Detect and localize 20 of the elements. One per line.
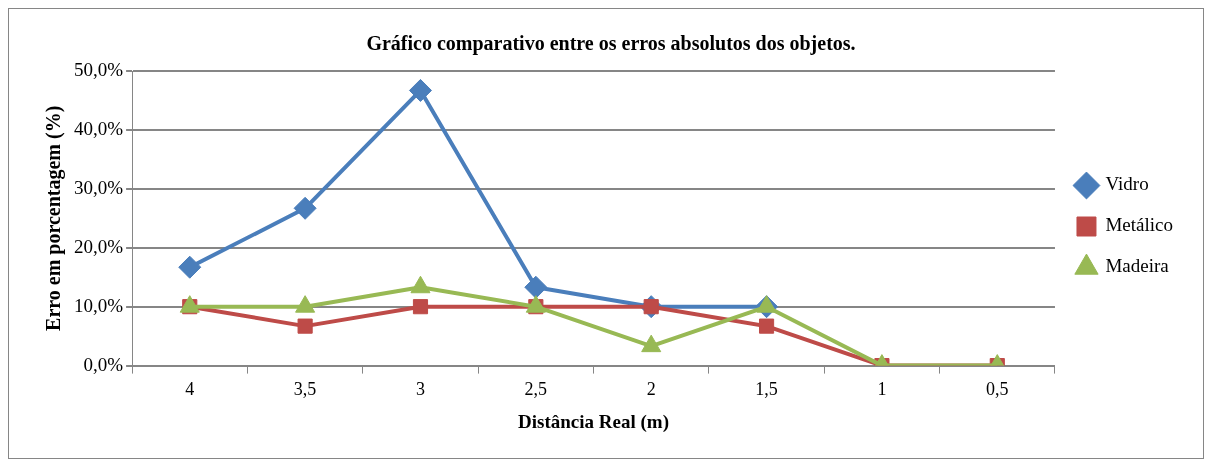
- x-tick-label: 0,5: [986, 379, 1009, 400]
- legend-label: Metálico: [1105, 214, 1173, 236]
- x-tick-label: 2: [646, 379, 656, 400]
- legend-label: Vidro: [1105, 173, 1149, 195]
- x-tick-label: 4: [185, 379, 195, 400]
- y-tick-label: 30,0%: [74, 176, 124, 198]
- y-tick-label: 10,0%: [74, 294, 124, 316]
- y-axis-title: Erro em porcentagem (%): [42, 105, 66, 331]
- y-tick-label: 0,0%: [83, 353, 124, 375]
- y-tick-label: 20,0%: [74, 235, 124, 257]
- x-tick-label: 2,5: [524, 379, 548, 400]
- x-tick-label: 1: [877, 379, 887, 400]
- y-tick-label: 40,0%: [74, 117, 124, 139]
- x-tick-label: 3: [415, 379, 425, 400]
- x-tick-label: 1,5: [755, 379, 778, 400]
- x-axis-title: Distância Real (m): [518, 410, 669, 433]
- x-tick-label: 3,5: [293, 379, 317, 400]
- chart-title: Gráfico comparativo entre os erros absolutos dos objetos.: [366, 32, 856, 56]
- legend-label: Madeira: [1105, 255, 1170, 277]
- y-tick-label: 50,0%: [74, 58, 124, 80]
